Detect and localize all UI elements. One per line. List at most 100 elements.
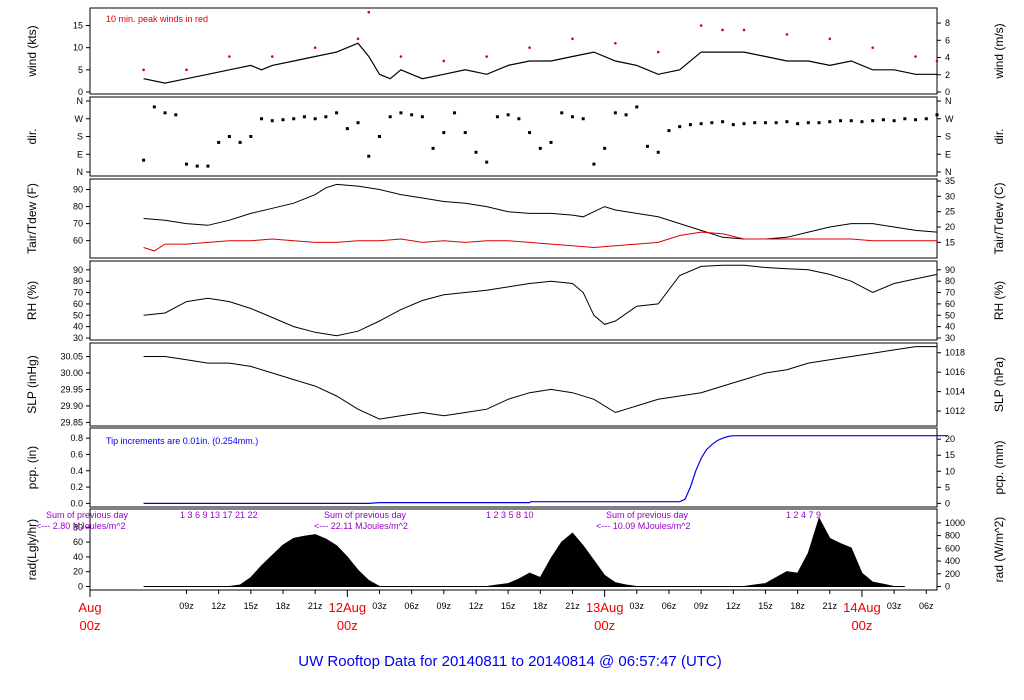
dir-left-tick-label: W — [75, 114, 84, 124]
dir-point — [581, 117, 585, 121]
dir-point — [828, 120, 832, 124]
chart-title: UW Rooftop Data for 20140811 to 20140814… — [298, 653, 722, 670]
time-tick-label: 06z — [662, 601, 677, 611]
wind-peak-point — [785, 33, 789, 36]
rad-left-tick-label: 20 — [73, 567, 83, 577]
dir-point — [635, 105, 639, 109]
rad-left-tick-label: 60 — [73, 537, 83, 547]
dir-point — [688, 123, 692, 127]
rh-right-tick-label: 40 — [945, 322, 955, 332]
time-tick-label: 18z — [533, 601, 548, 611]
rad-right-tick-label: 600 — [945, 543, 960, 553]
temp-right-tick-label: 20 — [945, 222, 955, 232]
rad-right-tick-label: 800 — [945, 531, 960, 541]
dir-point — [646, 144, 650, 148]
temp-right-tick-label: 30 — [945, 191, 955, 201]
time-tick-label: 09z — [437, 601, 452, 611]
rad-day-title: Sum of previous day — [606, 510, 689, 520]
dir-point — [184, 162, 188, 166]
rh-ylabel-right: RH (%) — [992, 281, 1006, 320]
dir-point — [227, 135, 231, 138]
dir-point — [656, 150, 660, 154]
rad-ylabel-right: rad (W/m^2) — [992, 517, 1006, 583]
rad-day-sum: <--- 22.11 MJoules/m^2 — [314, 521, 408, 531]
time-tick-label: 06z — [404, 601, 419, 611]
rh-right-tick-label: 70 — [945, 288, 955, 298]
dir-ylabel-right: dir. — [992, 128, 1006, 144]
dir-point — [453, 111, 457, 115]
wind-right-tick-label: 6 — [945, 35, 950, 45]
dir-point — [410, 113, 414, 117]
rh-right-tick-label: 80 — [945, 276, 955, 286]
rad-right-tick-label: 200 — [945, 569, 960, 579]
wind-peak-point — [142, 68, 145, 72]
temp-left-tick-label: 80 — [73, 202, 83, 212]
pcp-right-tick-label: 0 — [945, 498, 950, 508]
dir-point — [431, 146, 435, 150]
dir-point — [753, 121, 757, 125]
time-tick-label: 03z — [887, 601, 902, 611]
wind-right-tick-label: 0 — [945, 87, 950, 97]
date-label-day: 12Aug — [329, 600, 367, 615]
wind-annotation: 10 min. peak winds in red — [106, 14, 208, 24]
dir-point — [356, 121, 360, 125]
dir-left-tick-label: E — [77, 149, 83, 159]
dir-right-tick-label: N — [945, 167, 952, 177]
rad-ylabel-left: rad(Lgly/hr) — [25, 519, 39, 580]
time-tick-label: 15z — [501, 601, 516, 611]
wind-peak-point — [399, 55, 403, 58]
rh-right-tick-label: 50 — [945, 310, 955, 320]
rad-day-title: Sum of previous day — [46, 510, 129, 520]
dir-point — [935, 113, 939, 117]
temp-ylabel-right: Tair/Tdew (C) — [992, 182, 1006, 254]
dir-point — [839, 119, 843, 123]
rad-day-hours: 1 2 4 7 9 — [786, 510, 821, 520]
rad-left-tick-label: 40 — [73, 552, 83, 562]
wind-left-tick-label: 5 — [78, 65, 83, 75]
dir-point — [217, 140, 221, 144]
dir-point — [570, 115, 574, 119]
rh-left-tick-label: 70 — [73, 288, 83, 298]
wind-ylabel-right: wind (m/s) — [992, 23, 1006, 79]
date-label-day: Aug — [78, 600, 101, 615]
rad-day-sum: <--- 2.80 MJoules/m^2 — [36, 521, 126, 531]
wind-peak-point — [571, 37, 574, 41]
tair-line — [143, 183, 938, 240]
rh-left-tick-label: 40 — [73, 322, 83, 332]
dir-point — [560, 111, 564, 115]
pcp-right-tick-label: 20 — [945, 434, 955, 444]
wind-left-tick-label: 15 — [73, 21, 83, 31]
dir-point — [463, 131, 467, 135]
dir-point — [796, 122, 800, 126]
panels-group: wind (kts) wind (m/s) 0 5 10 15 0 2 4 6 8 10 min. p… — [25, 7, 1006, 633]
temp-left-tick-label: 70 — [73, 219, 83, 229]
dir-point — [206, 164, 210, 168]
rh-ylabel-left: RH (%) — [25, 281, 39, 320]
dir-point — [517, 117, 521, 121]
pcp-right-tick-label: 15 — [945, 450, 955, 460]
temp-left-tick-label: 60 — [73, 236, 83, 246]
slp-right-tick-label: 1012 — [945, 406, 965, 416]
dir-point — [849, 119, 853, 123]
temp-right-tick-label: 15 — [945, 237, 955, 247]
time-tick-label: 06z — [919, 601, 934, 611]
dir-point — [806, 121, 810, 125]
rh-line — [143, 264, 938, 337]
rh-right-tick-label: 90 — [945, 265, 955, 275]
wind-speed-line — [143, 42, 937, 84]
dir-point — [324, 115, 328, 119]
rad-right-tick-label: 0 — [945, 582, 950, 592]
time-tick-label: 15z — [244, 601, 259, 611]
dir-point — [924, 117, 928, 121]
pcp-line — [143, 435, 948, 504]
temp-panel-frame — [89, 178, 938, 259]
dir-point — [152, 105, 156, 109]
slp-right-tick-label: 1014 — [945, 387, 965, 397]
dir-right-tick-label: W — [945, 114, 954, 124]
pcp-panel-frame — [89, 427, 938, 508]
dir-point — [710, 121, 714, 125]
dir-point — [892, 119, 896, 123]
slp-left-tick-label: 30.05 — [60, 352, 83, 362]
time-tick-label: 12z — [469, 601, 484, 611]
